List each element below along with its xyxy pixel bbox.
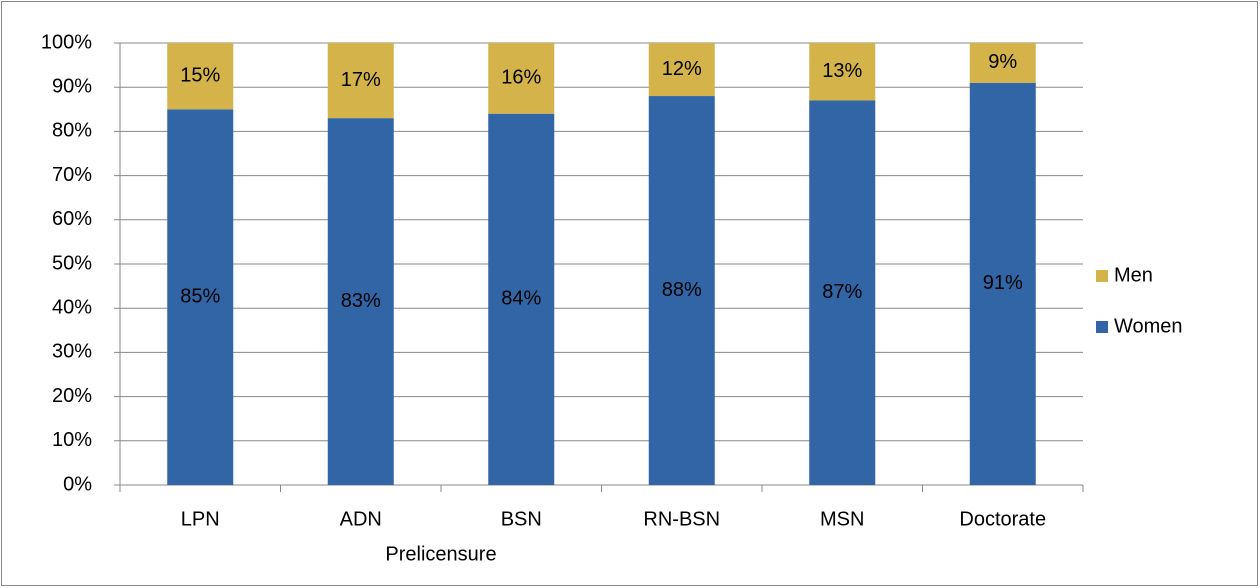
data-label: 83%: [341, 290, 381, 312]
data-label: 9%: [988, 51, 1017, 73]
bar-segment: [167, 109, 234, 486]
bar-segment: [488, 113, 555, 485]
data-label: 91%: [983, 272, 1023, 294]
y-tick-label: 10%: [52, 429, 92, 451]
legend-swatch: [1096, 321, 1108, 333]
bar-segment: [327, 118, 394, 485]
bar-segment: [648, 43, 715, 97]
x-group-label: Prelicensure: [385, 543, 496, 565]
bar-segment: [809, 43, 876, 101]
data-label: 16%: [501, 67, 541, 89]
y-tick-label: 50%: [52, 252, 92, 274]
y-tick-label: 60%: [52, 208, 92, 230]
data-label: 84%: [501, 288, 541, 310]
data-label: 17%: [341, 69, 381, 91]
x-tick-label: RN-BSN: [643, 508, 720, 530]
x-tick-label: LPN: [181, 508, 220, 530]
bar-segment: [969, 43, 1036, 83]
legend-label: Women: [1114, 315, 1183, 337]
x-tick-label: Doctorate: [959, 508, 1046, 530]
data-label: 88%: [662, 279, 702, 301]
y-tick-label: 70%: [52, 164, 92, 186]
data-label: 85%: [180, 285, 220, 307]
x-tick-label: ADN: [340, 508, 382, 530]
data-label: 15%: [180, 64, 220, 86]
bar-segment: [167, 43, 234, 110]
legend-label: Men: [1114, 264, 1153, 286]
y-tick-label: 30%: [52, 341, 92, 363]
y-tick-label: 40%: [52, 296, 92, 318]
legend-swatch: [1096, 270, 1108, 282]
x-tick-label: MSN: [820, 508, 864, 530]
bar-segment: [648, 96, 715, 485]
y-tick-label: 90%: [52, 75, 92, 97]
y-tick-label: 0%: [63, 473, 92, 495]
data-label: 87%: [822, 281, 862, 303]
bar-segment: [809, 100, 876, 486]
x-tick-label: BSN: [501, 508, 542, 530]
y-tick-label: 20%: [52, 385, 92, 407]
y-tick-label: 80%: [52, 120, 92, 142]
data-label: 13%: [822, 60, 862, 82]
bar-segment: [969, 82, 1036, 485]
y-tick-label: 100%: [41, 31, 92, 53]
data-label: 12%: [662, 58, 702, 80]
bar-segment: [488, 43, 555, 114]
bar-segment: [327, 43, 394, 119]
